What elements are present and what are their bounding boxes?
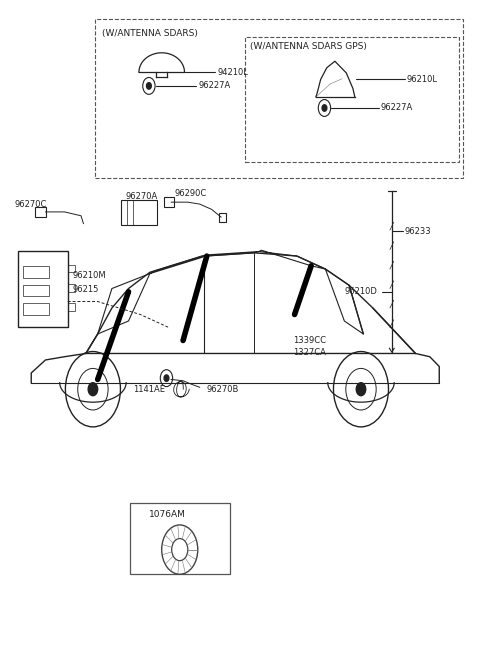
Bar (121, 200, 157, 225)
Text: 96227A: 96227A (198, 81, 230, 90)
Bar (164, 197, 174, 208)
Bar (130, 503, 229, 574)
Text: 96210D: 96210D (344, 288, 377, 296)
Text: 96233: 96233 (404, 227, 431, 236)
Bar (23, 303, 49, 314)
Circle shape (322, 105, 327, 111)
Text: (W/ANTENNA SDARS GPS): (W/ANTENNA SDARS GPS) (251, 42, 367, 50)
Text: 96215: 96215 (73, 286, 99, 294)
Circle shape (146, 83, 151, 89)
Text: 96270B: 96270B (207, 384, 239, 394)
Bar (68, 265, 75, 272)
Text: 1076AM: 1076AM (149, 510, 186, 519)
Bar (35, 207, 47, 217)
Text: 96290C: 96290C (175, 189, 207, 198)
Bar (219, 213, 226, 222)
Text: (W/ANTENNA SDARS): (W/ANTENNA SDARS) (102, 29, 198, 38)
Text: 96270A: 96270A (125, 192, 157, 201)
Text: 1339CC: 1339CC (293, 336, 326, 345)
Bar (23, 267, 49, 278)
Bar (18, 251, 68, 328)
Bar (68, 303, 75, 311)
Circle shape (88, 383, 97, 396)
Bar (23, 285, 49, 296)
Circle shape (356, 383, 366, 396)
Text: 96210M: 96210M (73, 271, 107, 280)
Text: 96227A: 96227A (381, 103, 413, 113)
Text: 1141AE: 1141AE (133, 384, 165, 394)
Text: 94210L: 94210L (217, 67, 248, 77)
Text: 96270C: 96270C (14, 200, 47, 208)
Circle shape (164, 375, 169, 381)
Text: 96210L: 96210L (407, 75, 438, 84)
Bar (68, 284, 75, 291)
Text: 1327CA: 1327CA (293, 348, 326, 357)
